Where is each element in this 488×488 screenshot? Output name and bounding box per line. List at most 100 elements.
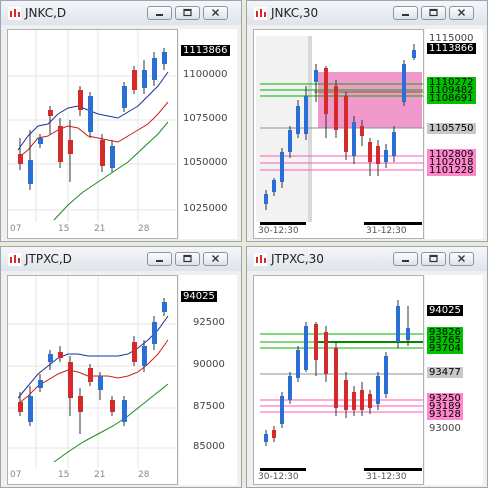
- close-icon: [212, 255, 219, 262]
- x-axis-label: 07: [10, 224, 22, 234]
- chart-app-icon: [254, 7, 267, 20]
- close-icon: [458, 255, 465, 262]
- candles: [18, 298, 167, 434]
- pivot-tag: 93477: [427, 367, 463, 378]
- price-chart: [254, 300, 423, 484]
- restore-icon: [429, 254, 438, 263]
- x-axis-label: 07: [10, 470, 22, 480]
- resistance-tag: 93826: [427, 327, 463, 338]
- chart-window-jnkc-30min[interactable]: JNKC,30: [246, 0, 488, 242]
- price-tick: 92500: [193, 317, 225, 328]
- price-axis[interactable]: 1115000 1113866 1110272 1109482 1108691 …: [425, 29, 483, 239]
- candles: [264, 44, 416, 210]
- price-axis[interactable]: 94025 92500 90000 87500 85000: [179, 275, 237, 485]
- candles: [18, 48, 167, 190]
- close-button[interactable]: [203, 252, 228, 266]
- x-axis-label: 30-12:30: [258, 226, 299, 236]
- title-bar[interactable]: JNKC,D: [1, 1, 241, 25]
- support-tag: 1102018: [427, 157, 476, 168]
- resistance-tag: 93765: [427, 335, 463, 346]
- title-bar[interactable]: JTPXC,D: [1, 247, 241, 271]
- price-tick: 87500: [193, 401, 225, 412]
- support-tag: 1101228: [427, 165, 476, 176]
- price-tick: 85000: [193, 441, 225, 452]
- pivot-zone: [318, 72, 422, 128]
- price-tick: 1075000: [183, 113, 228, 124]
- minimize-icon: [156, 260, 163, 262]
- ma-long-line: [53, 121, 169, 221]
- candlestick-plot[interactable]: 30-12:30 31-12:30: [253, 275, 424, 485]
- minimize-icon: [156, 14, 163, 16]
- resistance-tag: 1110272: [427, 77, 476, 88]
- candles: [264, 300, 410, 446]
- x-axis-label: 21: [94, 470, 106, 480]
- price-tick: 1050000: [183, 157, 228, 168]
- x-axis-label: 31-12:30: [366, 226, 407, 236]
- chart-window-jnkc-daily[interactable]: JNKC,D: [0, 0, 242, 242]
- resistance-tag: 93704: [427, 343, 463, 354]
- candlestick-plot[interactable]: 07 15 21 28: [7, 29, 178, 239]
- price-tick: 90000: [193, 359, 225, 370]
- price-tick: 1025000: [183, 203, 228, 214]
- price-tick: 1100000: [183, 69, 228, 80]
- candlestick-plot[interactable]: 30-12:30 31-12:30: [253, 29, 424, 239]
- title-bar[interactable]: JTPXC,30: [247, 247, 487, 271]
- last-price-tag: 1113866: [427, 43, 476, 54]
- chart-window-jtpxc-30min[interactable]: JTPXC,30: [246, 246, 488, 488]
- restore-icon: [183, 254, 192, 263]
- price-tick: 93000: [429, 423, 461, 434]
- x-axis-label: 30-12:30: [258, 472, 299, 482]
- minimize-button[interactable]: [147, 6, 172, 20]
- restore-button[interactable]: [421, 6, 446, 20]
- pivot-tag: 1105750: [427, 123, 476, 134]
- window-title: JTPXC,30: [271, 252, 324, 266]
- last-price-tag: 94025: [181, 291, 217, 302]
- title-bar[interactable]: JNKC,30: [247, 1, 487, 25]
- close-icon: [458, 9, 465, 16]
- close-button[interactable]: [449, 252, 474, 266]
- support-tag: 93189: [427, 401, 463, 412]
- price-chart: [8, 30, 177, 238]
- minimize-button[interactable]: [147, 252, 172, 266]
- chart-app-icon: [8, 7, 21, 20]
- window-title: JTPXC,D: [25, 252, 72, 266]
- minimize-icon: [402, 14, 409, 16]
- support-tag: 93250: [427, 393, 463, 404]
- resistance-tag: 1109482: [427, 85, 476, 96]
- price-axis[interactable]: 94025 93826 93765 93704 93477 93250 9318…: [425, 275, 483, 485]
- x-axis-label: 15: [58, 224, 70, 234]
- support-tag: 1102809: [427, 149, 476, 160]
- x-axis-label: 28: [138, 224, 150, 234]
- price-chart: [254, 36, 423, 238]
- minimize-button[interactable]: [393, 6, 418, 20]
- ma-long-line: [53, 383, 169, 463]
- chart-window-jtpxc-daily[interactable]: JTPXC,D: [0, 246, 242, 488]
- last-price-tag: 1113866: [181, 45, 230, 56]
- window-title: JNKC,30: [271, 6, 319, 20]
- restore-button[interactable]: [175, 252, 200, 266]
- support-tag: 93128: [427, 409, 463, 420]
- x-axis-label: 28: [138, 470, 150, 480]
- resistance-tag: 1108691: [427, 93, 476, 104]
- restore-button[interactable]: [421, 252, 446, 266]
- price-tick: 1115000: [429, 33, 474, 44]
- chart-app-icon: [8, 253, 21, 266]
- ma-mid-line: [17, 101, 169, 159]
- chart-app-icon: [254, 253, 267, 266]
- candlestick-plot[interactable]: 07 15 21 28: [7, 275, 178, 485]
- minimize-icon: [402, 260, 409, 262]
- ma-short-line: [17, 315, 169, 399]
- restore-icon: [183, 8, 192, 17]
- x-axis-label: 21: [94, 224, 106, 234]
- close-button[interactable]: [203, 6, 228, 20]
- restore-button[interactable]: [175, 6, 200, 20]
- last-price-tag: 94025: [427, 305, 463, 316]
- close-icon: [212, 9, 219, 16]
- minimize-button[interactable]: [393, 252, 418, 266]
- close-button[interactable]: [449, 6, 474, 20]
- x-axis-label: 31-12:30: [366, 472, 407, 482]
- price-chart: [8, 276, 177, 484]
- window-title: JNKC,D: [25, 6, 67, 20]
- x-axis-label: 15: [58, 470, 70, 480]
- price-axis[interactable]: 1113866 1100000 1075000 1050000 1025000: [179, 29, 237, 239]
